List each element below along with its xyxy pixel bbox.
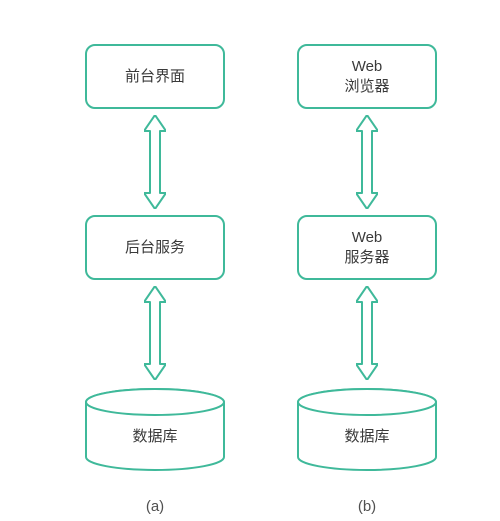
node-a-mid: 后台服务: [85, 215, 225, 280]
node-label: 前台界面: [125, 67, 185, 87]
double-arrow-b-arrow-2: [356, 286, 378, 380]
node-b-bot: 数据库: [297, 388, 437, 473]
double-arrow-b-arrow-1: [356, 115, 378, 209]
node-a-top: 前台界面: [85, 44, 225, 109]
column-a: 前台界面后台服务数据库 (a): [65, 0, 245, 521]
node-label: Web浏览器: [344, 57, 389, 96]
node-b-top: Web浏览器: [297, 44, 437, 109]
node-label: 后台服务: [125, 238, 185, 258]
architecture-diagram: 前台界面后台服务数据库 (a) Web浏览器 Web服务器数据库 (b): [0, 0, 500, 521]
caption-a: (a): [146, 498, 164, 515]
caption-b: (b): [358, 498, 376, 515]
node-label: Web服务器: [344, 228, 389, 267]
node-b-mid: Web服务器: [297, 215, 437, 280]
double-arrow-a-arrow-1: [144, 115, 166, 209]
column-b: Web浏览器 Web服务器数据库 (b): [277, 0, 457, 521]
double-arrow-a-arrow-2: [144, 286, 166, 380]
node-a-bot: 数据库: [85, 388, 225, 473]
